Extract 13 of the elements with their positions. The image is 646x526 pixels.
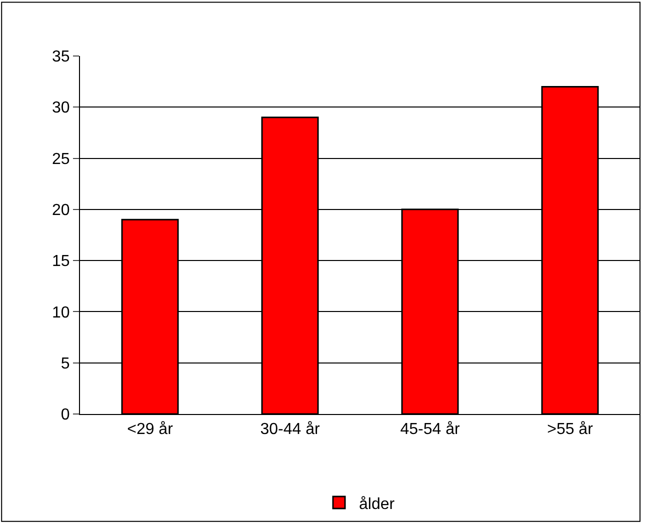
y-tick-label: 35: [52, 48, 70, 66]
x-tick-label: <29 år: [127, 421, 174, 438]
x-tick-label: >55 år: [547, 421, 594, 438]
y-tick-label: 10: [52, 304, 70, 322]
y-tick-label: 20: [52, 202, 70, 220]
legend-label: ålder: [359, 496, 396, 513]
y-tick-label: 0: [60, 406, 70, 424]
x-tick-label: 30-44 år: [260, 421, 320, 438]
y-tick-label: 25: [52, 150, 70, 168]
y-tick-label: 30: [52, 100, 70, 117]
y-tick-label: 5: [60, 355, 70, 372]
x-tick-label: 45-54 år: [400, 421, 460, 438]
y-tick-label: 15: [52, 253, 70, 270]
